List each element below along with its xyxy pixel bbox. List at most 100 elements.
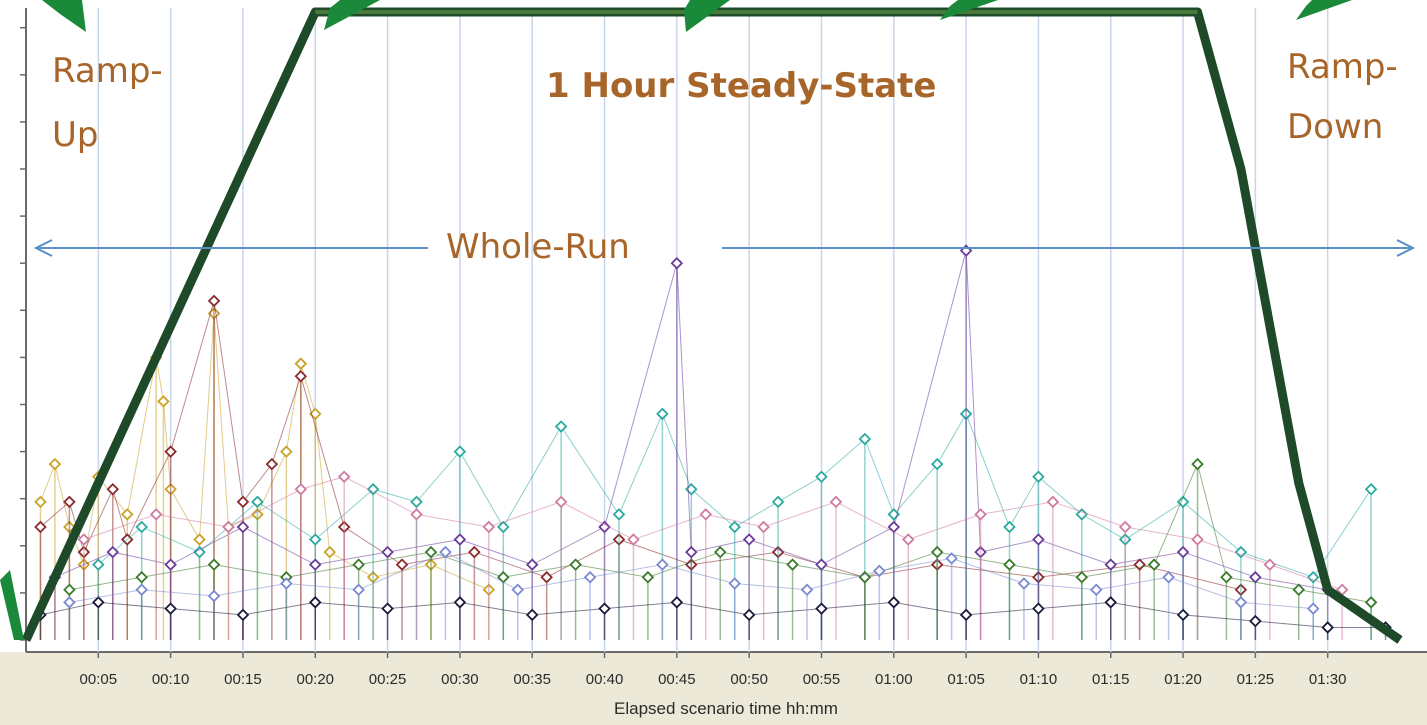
data-point: [670, 596, 684, 609]
data-point: [439, 545, 452, 559]
data-point: [1220, 570, 1233, 584]
data-point: [1017, 577, 1031, 590]
data-point: [323, 545, 336, 559]
data-point: [410, 508, 423, 521]
data-point: [381, 602, 394, 615]
x-tick-label: 00:10: [152, 671, 190, 688]
data-point: [873, 564, 886, 578]
data-point: [236, 608, 250, 622]
data-point: [1234, 596, 1248, 609]
data-point: [106, 545, 120, 559]
data-point: [308, 596, 322, 609]
data-point: [930, 545, 944, 559]
data-point: [930, 457, 944, 471]
series-7: [63, 545, 1320, 640]
data-point: [1292, 583, 1306, 597]
pointer-arrow-4: [940, 0, 998, 20]
ramp-up-line-2: Up: [52, 115, 98, 155]
data-point: [77, 533, 91, 546]
data-point: [1249, 614, 1262, 628]
x-tick-label: 00:25: [369, 671, 407, 688]
data-point: [974, 508, 987, 521]
data-point: [207, 589, 221, 603]
data-point: [280, 445, 293, 458]
ramp-down-line-2: Down: [1287, 107, 1383, 147]
data-point: [1046, 495, 1060, 509]
data-point: [120, 508, 134, 521]
whole-run-arrowhead-right: [1396, 239, 1416, 257]
data-point: [815, 470, 828, 483]
data-point: [1364, 483, 1378, 496]
data-point: [1162, 570, 1175, 584]
data-point: [728, 577, 741, 590]
data-point: [294, 369, 308, 383]
data-point: [1306, 570, 1320, 584]
data-point: [1032, 470, 1045, 483]
data-point: [1176, 608, 1190, 622]
data-point: [1118, 520, 1132, 534]
data-point: [569, 558, 582, 571]
data-point: [945, 552, 958, 565]
x-tick-labels: 00:05 00:10 00:15 00:20 00:25 00:30 00:35 00:40…: [80, 652, 1347, 688]
data-point: [728, 520, 741, 534]
data-point: [164, 558, 177, 571]
x-tick-label: 01:30: [1309, 671, 1347, 688]
data-point: [757, 520, 770, 534]
data-point: [280, 577, 293, 590]
data-point: [815, 602, 828, 615]
data-point: [1321, 621, 1334, 634]
whole-run-arrowhead-left: [33, 239, 53, 257]
ramp-down-annotation: Ramp- Down: [1287, 47, 1398, 147]
data-point: [236, 495, 250, 509]
series-line: [69, 551, 1314, 610]
x-tick-label: 00:55: [803, 671, 841, 688]
data-point: [395, 558, 409, 571]
data-point: [207, 294, 221, 308]
x-tick-label: 01:25: [1237, 671, 1275, 688]
data-point: [1234, 545, 1248, 559]
x-tick-label: 01:20: [1164, 671, 1202, 688]
data-point: [1191, 457, 1204, 471]
data-point: [92, 596, 105, 609]
x-tick-label: 01:10: [1020, 671, 1058, 688]
data-point: [670, 256, 684, 270]
pointer-arrow-2: [324, 0, 380, 30]
series-line: [40, 601, 1386, 628]
x-tick-label: 00:20: [296, 671, 334, 688]
data-point: [583, 570, 597, 584]
x-tick-label: 00:50: [730, 671, 768, 688]
data-point: [1032, 533, 1045, 546]
data-point: [1032, 602, 1045, 615]
data-point: [352, 583, 365, 597]
data-point: [627, 533, 640, 546]
data-point: [525, 608, 539, 622]
x-tick-label: 00:35: [513, 671, 551, 688]
data-point: [1003, 520, 1016, 534]
data-point: [164, 602, 177, 615]
load-profile-line: [21, 7, 1403, 644]
data-point: [381, 545, 394, 559]
whole-run-label: Whole-Run: [446, 227, 630, 267]
data-point: [207, 558, 221, 571]
data-point: [410, 495, 423, 509]
x-axis-strip: [0, 652, 1427, 725]
x-tick-label: 01:15: [1092, 671, 1130, 688]
data-point: [1104, 596, 1118, 609]
data-point: [135, 520, 148, 534]
response-time-points: [34, 244, 1392, 640]
data-point: [34, 520, 47, 534]
data-point: [685, 545, 698, 559]
data-point: [92, 558, 105, 571]
series-4: [63, 457, 1378, 640]
pointer-arrow-3: [684, 0, 730, 32]
data-point: [612, 508, 626, 521]
data-point: [308, 533, 322, 546]
data-point: [366, 483, 380, 496]
x-tick-label: 00:05: [80, 671, 118, 688]
x-tick-label: 01:00: [875, 671, 913, 688]
data-point: [63, 596, 76, 609]
data-point: [63, 583, 76, 597]
data-point: [1263, 558, 1277, 571]
ramp-down-line-1: Ramp-: [1287, 47, 1398, 87]
